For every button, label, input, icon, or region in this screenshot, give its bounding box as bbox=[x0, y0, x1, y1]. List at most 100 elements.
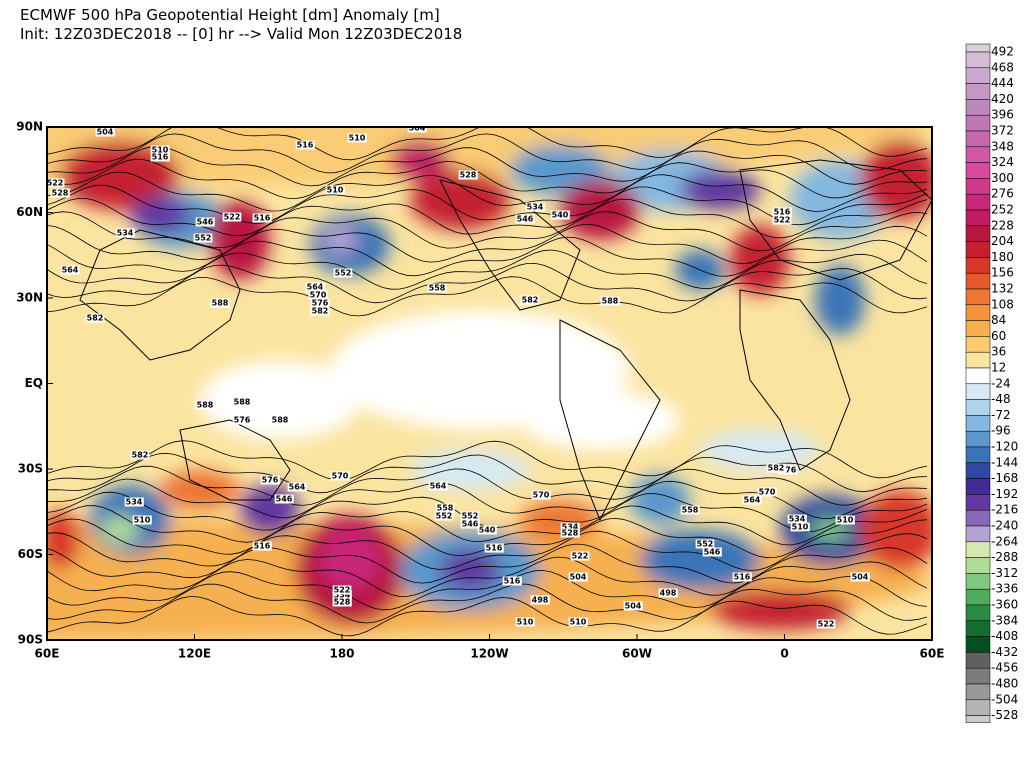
contour-label: 522 bbox=[818, 620, 835, 629]
lat-label: EQ bbox=[25, 376, 43, 390]
contour-label: 528 bbox=[334, 598, 351, 607]
contour-label-box bbox=[330, 471, 350, 481]
colorbar-box bbox=[965, 652, 991, 669]
colorbar-label: -456 bbox=[991, 661, 1018, 675]
contour-label-box bbox=[287, 482, 307, 492]
contour-label-box bbox=[232, 397, 252, 407]
colorbar-box bbox=[965, 272, 991, 290]
colorbar-label: -216 bbox=[991, 503, 1018, 517]
contour-label-box bbox=[195, 400, 215, 410]
contour-label: 510 bbox=[837, 516, 854, 525]
colorbar-label: -240 bbox=[991, 519, 1018, 533]
colorbar-box bbox=[965, 351, 991, 369]
lon-label: 120W bbox=[470, 647, 508, 661]
anomaly-blob bbox=[47, 127, 932, 187]
colorbar-label: -408 bbox=[991, 629, 1018, 643]
anomaly-blob bbox=[322, 226, 358, 254]
contour-label-box bbox=[95, 127, 115, 137]
contour-line bbox=[47, 570, 928, 611]
contour-label: 510 bbox=[327, 186, 344, 195]
colorbar-label: -72 bbox=[991, 408, 1011, 422]
contour-label: 534 bbox=[117, 229, 134, 238]
contour-label: 576 bbox=[262, 476, 279, 485]
anomaly-blob bbox=[440, 550, 500, 590]
anomaly-blob bbox=[860, 490, 932, 570]
colorbar-label: -528 bbox=[991, 708, 1018, 722]
contour-label: 516 bbox=[254, 214, 271, 223]
title: ECMWF 500 hPa Geopotential Height [dm] A… bbox=[20, 6, 440, 24]
contour-label: 504 bbox=[852, 573, 869, 582]
contour-line bbox=[47, 224, 928, 265]
colorbar-box bbox=[965, 162, 991, 179]
contour-label-box bbox=[427, 283, 447, 293]
contour-label: 576 bbox=[312, 299, 329, 308]
contour-label: 504 bbox=[570, 573, 587, 582]
anomaly-blob bbox=[520, 500, 600, 540]
contour-line bbox=[47, 452, 928, 494]
contour-label-box bbox=[333, 268, 353, 278]
contour-label-box bbox=[458, 170, 478, 180]
contour-label-box bbox=[502, 576, 522, 586]
anomaly-blob bbox=[700, 430, 820, 470]
contour-label-box bbox=[757, 487, 777, 497]
contour-label-box bbox=[150, 152, 170, 162]
colorbar-box bbox=[965, 541, 991, 558]
colorbar-label: 180 bbox=[991, 250, 1014, 264]
colorbar-label: 324 bbox=[991, 155, 1014, 169]
contour-label-box bbox=[332, 597, 352, 607]
contour-label: 522 bbox=[334, 586, 351, 595]
contour-label: 516 bbox=[734, 573, 751, 582]
colorbar-label: 60 bbox=[991, 329, 1006, 343]
contour-label: 588 bbox=[272, 416, 289, 425]
contour-label-box bbox=[531, 490, 551, 500]
contour-label: 582 bbox=[312, 307, 329, 316]
colorbar-box bbox=[965, 383, 991, 400]
contour-label: 510 bbox=[349, 134, 366, 143]
contour-label: 540 bbox=[479, 526, 496, 535]
contour-label-box bbox=[270, 415, 290, 425]
contour-label: 546 bbox=[462, 520, 479, 529]
colorbar-label: 228 bbox=[991, 218, 1014, 232]
contour-label-box bbox=[623, 601, 643, 611]
colorbar-label: -288 bbox=[991, 550, 1018, 564]
contour-label: 546 bbox=[704, 548, 721, 557]
contour-label-box bbox=[680, 505, 700, 515]
colorbar-label: -336 bbox=[991, 582, 1018, 596]
contour-label: 588 bbox=[212, 299, 229, 308]
contour-label-box bbox=[325, 185, 345, 195]
contour-label-box bbox=[850, 572, 870, 582]
contour-line bbox=[47, 262, 928, 304]
contour-label-box bbox=[816, 619, 836, 629]
contour-label-box bbox=[560, 522, 580, 532]
colorbar-box bbox=[965, 83, 991, 100]
contour-label: 534 bbox=[562, 523, 579, 532]
contour-label: 522 bbox=[572, 552, 589, 561]
colorbar-label: 276 bbox=[991, 187, 1014, 201]
contour-label: 564 bbox=[289, 483, 306, 492]
contour-label: 582 bbox=[522, 296, 539, 305]
contour-label-box bbox=[732, 572, 752, 582]
colorbar-box bbox=[965, 699, 991, 716]
colorbar-label: -312 bbox=[991, 566, 1018, 580]
contour-label: 564 bbox=[307, 283, 324, 292]
contour-label: 570 bbox=[533, 491, 550, 500]
colorbar-label: 420 bbox=[991, 92, 1014, 106]
contour-line bbox=[47, 133, 928, 174]
anomaly-blob bbox=[520, 390, 680, 450]
contour-label-box bbox=[60, 265, 80, 275]
contour-label: 570 bbox=[332, 472, 349, 481]
contour-line bbox=[47, 440, 928, 481]
colorbar-box bbox=[965, 715, 991, 723]
colorbar-label: -144 bbox=[991, 455, 1018, 469]
contour-label: 552 bbox=[697, 540, 714, 549]
contour-label: 516 bbox=[774, 208, 791, 217]
colorbar-box bbox=[965, 573, 991, 590]
contour-label: 546 bbox=[276, 495, 293, 504]
colorbar-box bbox=[965, 415, 991, 432]
contour-label: 570 bbox=[759, 488, 776, 497]
contour-label: 498 bbox=[532, 596, 549, 605]
colorbar-label: 396 bbox=[991, 108, 1014, 122]
lat-label: 60S bbox=[18, 547, 43, 561]
